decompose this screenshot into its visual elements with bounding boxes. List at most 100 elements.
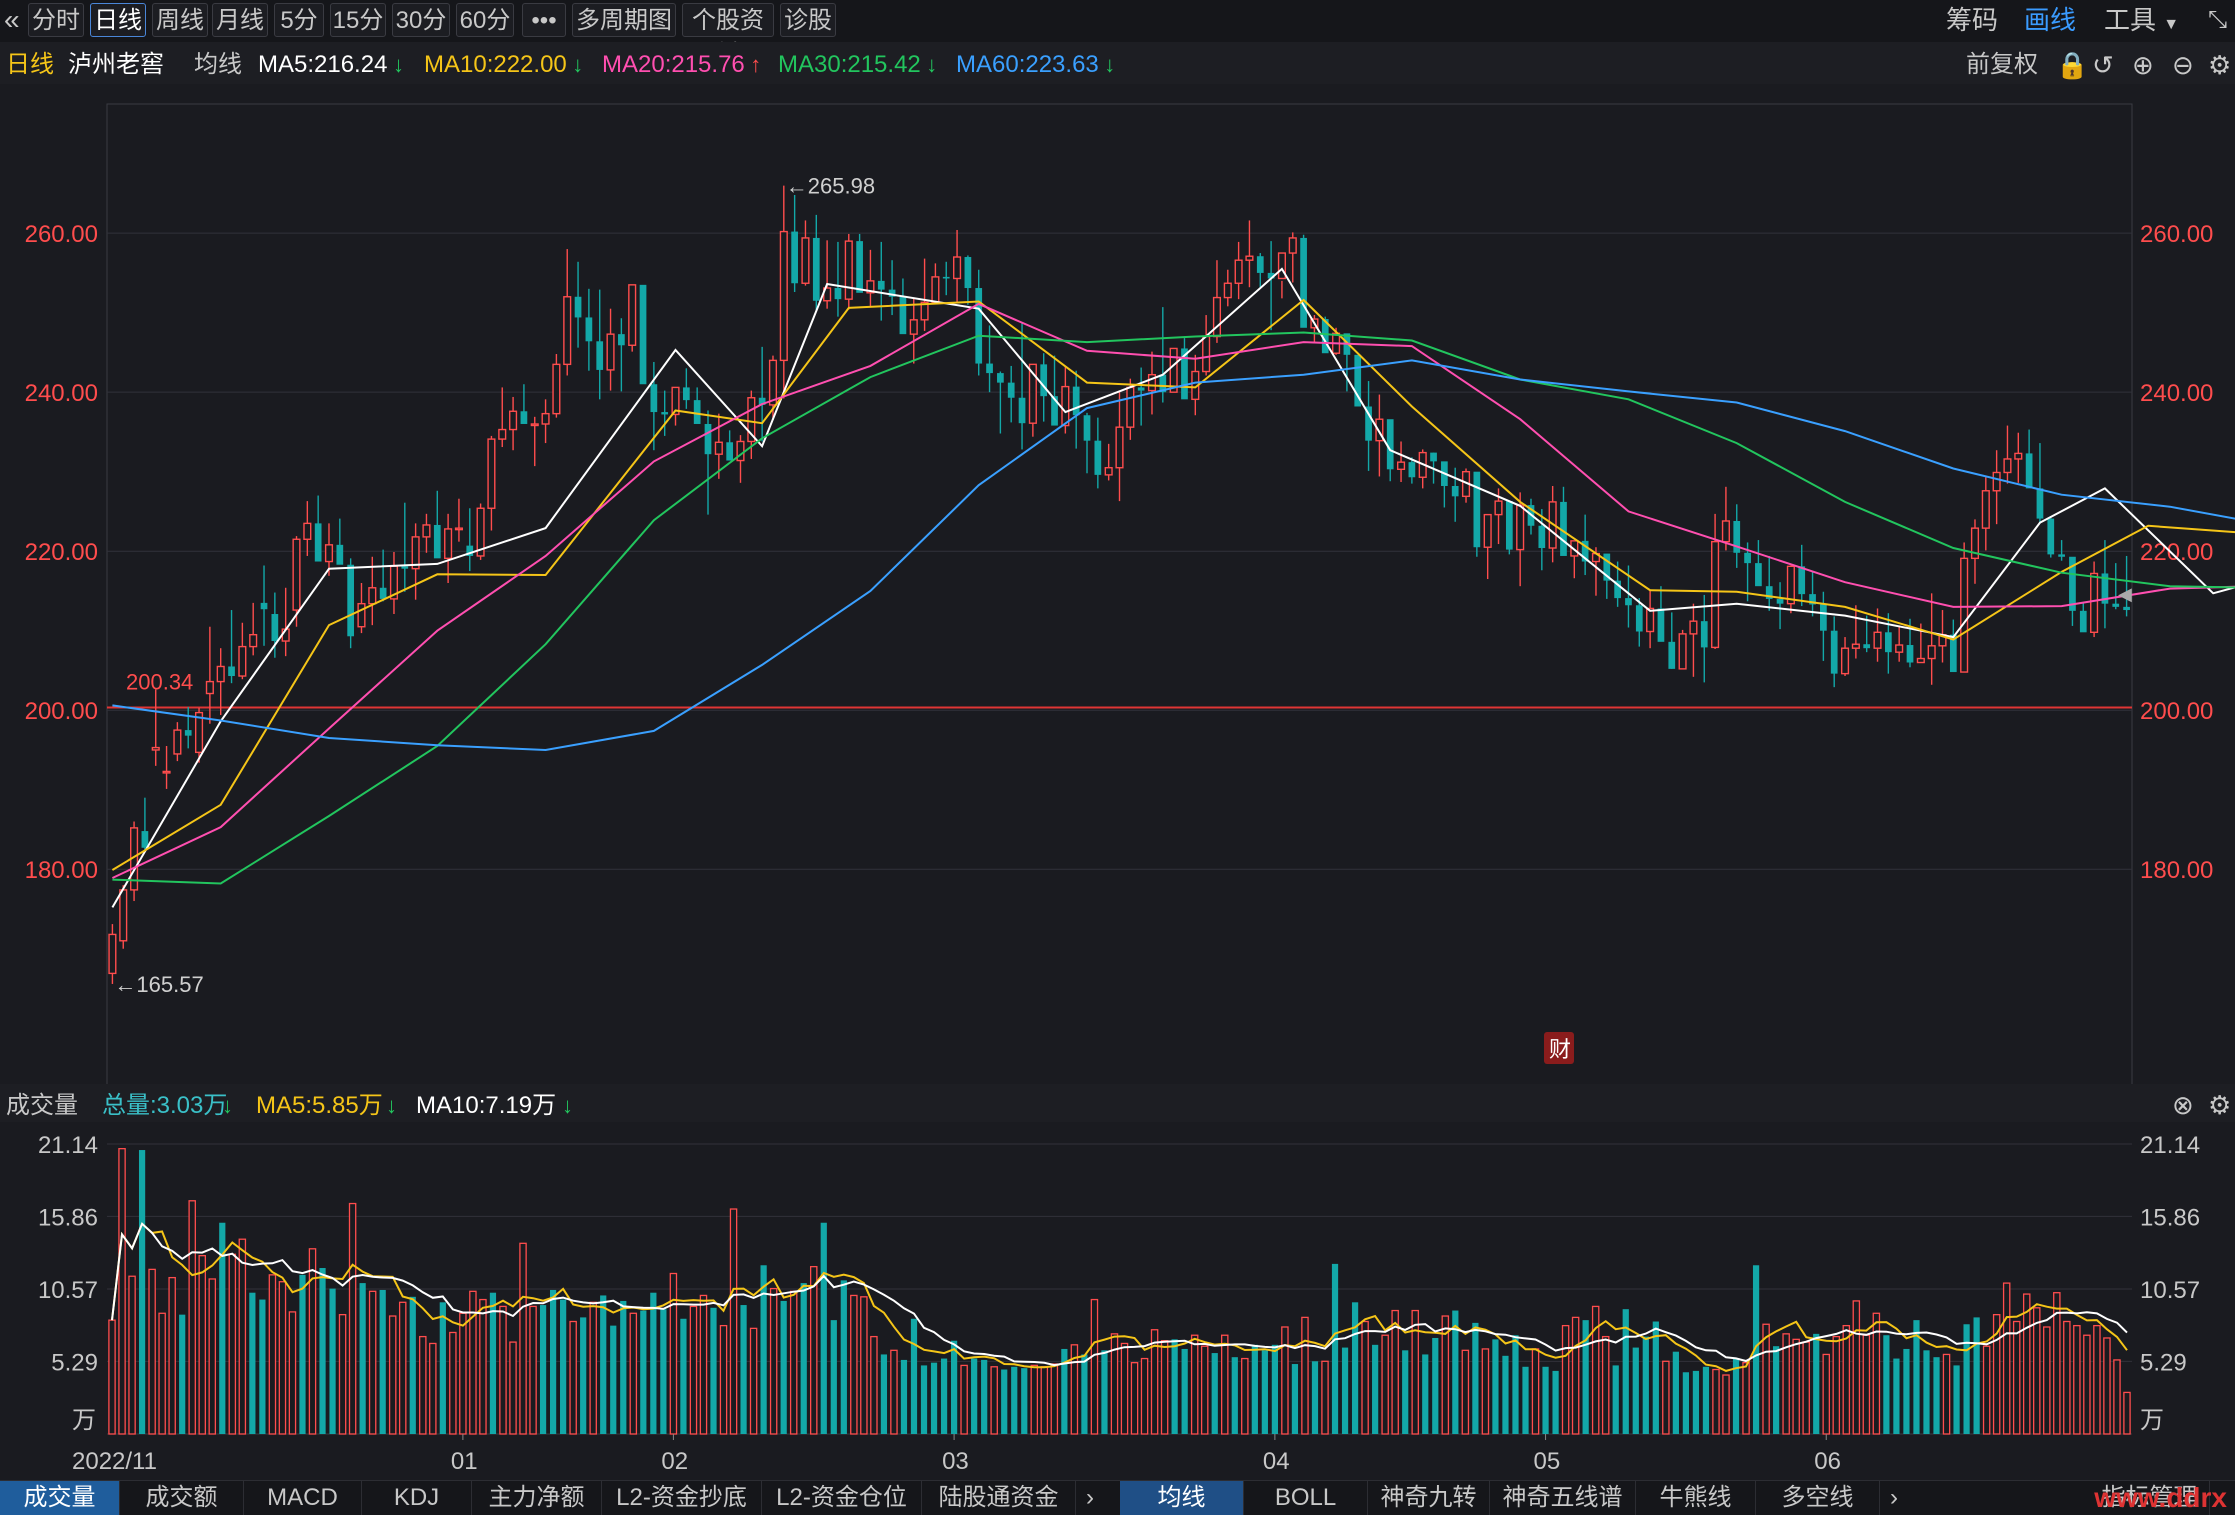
volume-bar	[118, 1148, 126, 1435]
date-label: 2022/11	[72, 1448, 157, 1475]
candle-body	[2101, 573, 2109, 604]
overlay-tab-6[interactable]: 指标管理	[2090, 1481, 2210, 1515]
volume-bar	[1842, 1324, 1851, 1435]
candle-body	[1711, 540, 1720, 649]
volume-grid: 21.14 21.14 15.86 15.86 10.57 10.57 5.29 5.29 万 万	[38, 1132, 2200, 1435]
period-tab-3[interactable]: 月线	[212, 3, 268, 37]
volume-bar	[1211, 1353, 1218, 1434]
indicator-tab-1[interactable]: 成交额	[120, 1481, 244, 1515]
period-tab-4[interactable]: 5分	[274, 3, 324, 37]
volume-bar	[1632, 1347, 1639, 1434]
candle-body	[1538, 525, 1546, 549]
volume-bar	[629, 1312, 638, 1435]
period-label: 日线	[6, 51, 54, 78]
chip-distribution-button[interactable]: 筹码	[1946, 5, 1999, 35]
indicator-tab-4[interactable]: 主力净额	[472, 1481, 602, 1515]
close-indicator-icon[interactable]: ⊗	[2172, 1090, 2194, 1120]
price-tick-left: 260.00	[25, 221, 98, 248]
ma-label-1: MA5:216.24	[258, 51, 387, 78]
overlay-tab-1[interactable]: BOLL	[1244, 1481, 1368, 1515]
period-tab-2[interactable]: 周线	[152, 3, 208, 37]
volume-bar	[489, 1292, 497, 1434]
candle-body	[119, 889, 128, 942]
indicator-settings-icon[interactable]: ⚙	[2208, 1090, 2231, 1120]
candle-body	[1603, 553, 1611, 581]
overlay-tab-5[interactable]: 多空线	[1756, 1481, 1880, 1515]
more-button[interactable]: •••	[522, 3, 566, 37]
volume-bar	[138, 1150, 146, 1434]
volume-bar	[1642, 1336, 1649, 1434]
draw-line-button[interactable]: 画线	[2024, 5, 2077, 35]
overlay-tab-4[interactable]: 牛熊线	[1636, 1481, 1756, 1515]
overlay-tab-0[interactable]: 均线	[1120, 1481, 1244, 1515]
volume-bar	[789, 1290, 798, 1435]
chart-frame	[106, 103, 2133, 1084]
candle-body	[628, 284, 637, 346]
indicator-tab-6[interactable]: L2-资金仓位	[762, 1481, 922, 1515]
overlay-tab-3[interactable]: 神奇五线谱	[1490, 1481, 1636, 1515]
volume-bar	[981, 1359, 988, 1434]
candle-body	[228, 666, 235, 677]
volume-bar	[259, 1299, 266, 1434]
zoom-out-icon[interactable]: ⊖	[2172, 50, 2194, 80]
back-icon[interactable]: «	[4, 4, 20, 35]
tools-button[interactable]: 工具 ▼	[2104, 3, 2179, 37]
candle-body	[888, 289, 896, 297]
candle-body	[585, 317, 593, 342]
candle-body	[1863, 644, 1871, 649]
indicator-tab-5[interactable]: L2-资金抄底	[602, 1481, 762, 1515]
indicator-tab-3[interactable]: KDJ	[362, 1481, 472, 1515]
volume-bar	[1050, 1363, 1059, 1435]
tabs-scroll-right-icon-2[interactable]: ›	[1890, 1484, 1898, 1511]
period-tab-5[interactable]: 15分	[330, 3, 386, 37]
volume-bar	[1883, 1335, 1890, 1434]
gear-icon[interactable]: ⚙	[2208, 50, 2231, 80]
period-tab-0[interactable]: 分时	[28, 3, 84, 37]
diagnose-button[interactable]: 诊股	[780, 3, 836, 37]
volume-bar	[1813, 1333, 1820, 1434]
volume-tick-right: 5.29	[2140, 1349, 2187, 1376]
candle-body	[975, 288, 983, 364]
indicator-tab-7[interactable]: 陆股通资金	[922, 1481, 1076, 1515]
multi-period-button[interactable]: 多周期图 ▼	[572, 3, 676, 66]
volume-bar	[329, 1288, 336, 1434]
candle-body	[1733, 520, 1741, 553]
candle-body	[1072, 386, 1080, 416]
volume-bar	[1422, 1354, 1429, 1434]
zoom-in-icon[interactable]: ⊕	[2132, 50, 2154, 80]
candle-body	[141, 831, 149, 848]
candle-body	[736, 440, 745, 462]
volume-bar	[1942, 1353, 1951, 1435]
volume-bar	[219, 1222, 226, 1434]
volume-bar	[689, 1305, 698, 1435]
period-tab-1[interactable]: 日线	[90, 3, 146, 37]
indicator-tab-2[interactable]: MACD	[244, 1481, 362, 1515]
volume-bar	[1792, 1338, 1800, 1435]
kline-chart[interactable]: 日线 泸州老窖 均线 MA5:216.24 ↓ MA10:222.00 ↓ MA20:215.…	[0, 42, 2235, 1084]
candle-body	[964, 257, 972, 289]
lock-icon[interactable]: 🔒	[2056, 50, 2088, 80]
tabs-scroll-right-icon[interactable]: ›	[1086, 1484, 1094, 1511]
candle-body	[596, 341, 604, 370]
overlay-tab-2[interactable]: 神奇九转	[1368, 1481, 1490, 1515]
period-tab-7[interactable]: 60分	[456, 3, 514, 37]
volume-bar	[1973, 1317, 1980, 1434]
period-tab-6[interactable]: 30分	[392, 3, 450, 37]
undo-icon[interactable]: ↺	[2092, 50, 2114, 80]
candle-body	[704, 423, 712, 455]
volume-bar	[348, 1202, 357, 1435]
volume-chart[interactable]: 成交量 总量:3.03万 MA5:5.85万 MA10:7.19万↓ ↓ ↓ ⊗ ⚙ 21.1…	[0, 1084, 2235, 1480]
candle-body	[249, 633, 258, 648]
stock-profile-button[interactable]: 个股资料	[682, 3, 774, 68]
volume-bar	[1130, 1362, 1139, 1435]
volume-bar	[1021, 1368, 1028, 1434]
volume-tick-right: 10.57	[2140, 1277, 2200, 1304]
volume-bar	[549, 1289, 557, 1434]
candle-body	[1916, 657, 1925, 664]
trend-down-icon: ↓	[222, 1093, 233, 1118]
candle-body	[671, 386, 680, 416]
volume-bar	[800, 1283, 807, 1434]
candle-body	[1451, 486, 1459, 497]
indicator-tab-0[interactable]: 成交量	[0, 1481, 120, 1515]
fullscreen-icon[interactable]: ⤡	[2208, 6, 2228, 33]
